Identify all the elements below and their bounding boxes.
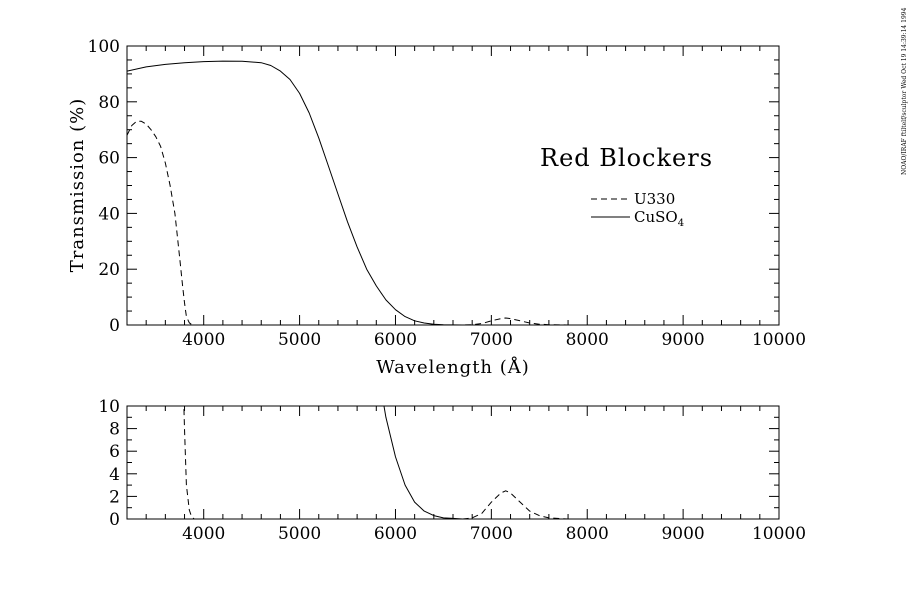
bottom-x-tick-label: 7000 — [470, 524, 513, 544]
top-x-tick-label: 4000 — [182, 330, 225, 350]
top-y-tick-label: 0 — [109, 316, 120, 336]
top-ticks: 4000 5000 6000 7000 8000 9000 10000 0 20 40 60 80 10… — [88, 37, 807, 350]
bottom-y-tick-label: 4 — [109, 465, 120, 485]
bottom-x-tick-label: 4000 — [182, 524, 225, 544]
x-axis-label: Wavelength (Å) — [376, 356, 530, 378]
plot-stamp: NOAO/IRAF ftiltelf/sculptor Wed Oct 19 1… — [901, 7, 908, 175]
bottom-panel: 4000 5000 6000 7000 8000 9000 10000 0 24 68 10 — [98, 397, 806, 544]
bottom-x-tick-label: 8000 — [566, 524, 609, 544]
top-x-tick-label: 8000 — [566, 330, 609, 350]
top-panel: 4000 5000 6000 7000 8000 9000 10000 0 20 40 60 80 10… — [67, 37, 806, 378]
bottom-y-tick-label: 2 — [109, 487, 120, 507]
bottom-plot-frame — [126, 405, 780, 520]
bottom-ticks: 4000 5000 6000 7000 8000 9000 10000 0 24 68 10 — [98, 397, 806, 544]
top-x-tick-label: 5000 — [278, 330, 321, 350]
legend: U330 CuSO4 — [591, 190, 684, 229]
bottom-series-u330 — [183, 406, 607, 519]
bottom-series-cuso4 — [383, 406, 645, 519]
bottom-x-tick-label: 6000 — [374, 524, 417, 544]
top-series-u330 — [127, 120, 607, 325]
top-y-tick-label: 60 — [98, 149, 120, 169]
legend-label-cuso4: CuSO4 — [634, 208, 684, 229]
bottom-x-tick-label: 9000 — [661, 524, 704, 544]
top-x-tick-label: 9000 — [661, 330, 704, 350]
top-y-tick-label: 80 — [98, 93, 120, 113]
bottom-series — [183, 406, 645, 519]
top-y-tick-label: 20 — [98, 260, 120, 280]
bottom-x-tick-label: 10000 — [752, 524, 806, 544]
top-x-tick-label: 6000 — [374, 330, 417, 350]
top-series-cuso4 — [127, 60, 645, 325]
chart-title: Red Blockers — [540, 144, 713, 172]
top-series — [127, 60, 645, 325]
bottom-y-tick-label: 0 — [109, 510, 120, 530]
top-y-tick-label: 100 — [88, 37, 120, 57]
bottom-y-tick-label: 10 — [98, 397, 120, 417]
top-y-tick-label: 40 — [98, 204, 120, 224]
bottom-y-tick-label: 6 — [109, 442, 120, 462]
top-x-tick-label: 7000 — [470, 330, 513, 350]
y-axis-label: Transmission (%) — [67, 98, 88, 273]
bottom-x-tick-label: 5000 — [278, 524, 321, 544]
legend-label-u330: U330 — [634, 190, 675, 208]
bottom-y-tick-label: 8 — [109, 420, 120, 440]
top-x-tick-label: 10000 — [752, 330, 806, 350]
top-plot-frame — [126, 45, 780, 326]
